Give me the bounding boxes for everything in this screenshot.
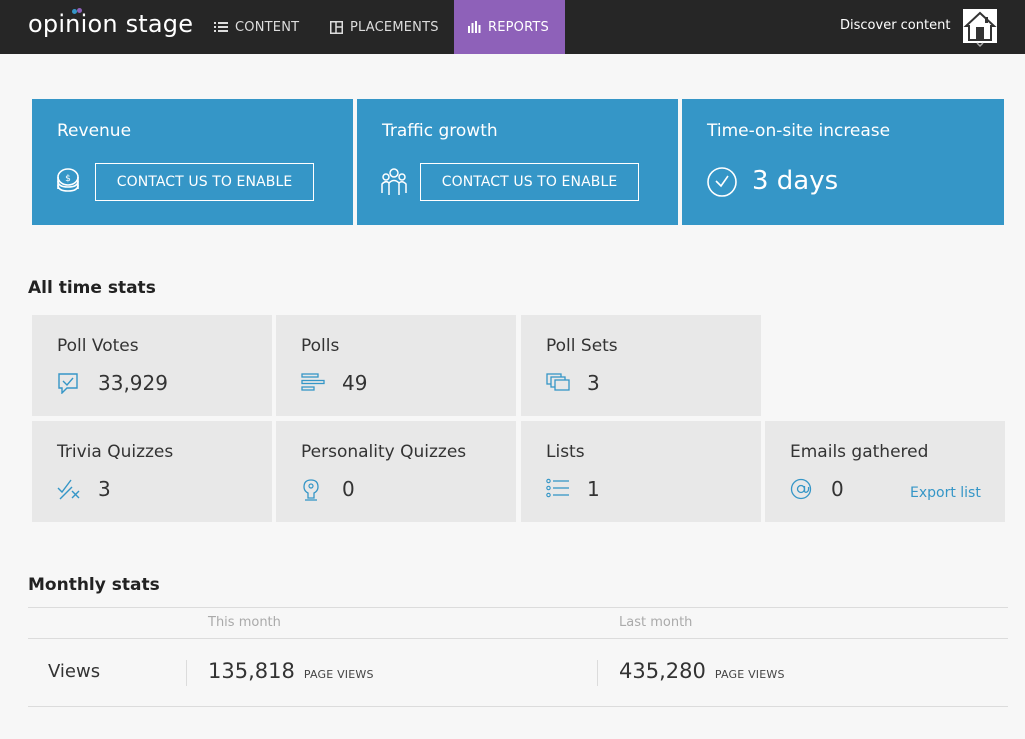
contact-us-button[interactable]: CONTACT US TO ENABLE: [420, 163, 639, 201]
divider: [28, 706, 1008, 707]
list-icon: [214, 22, 228, 32]
logo-dots: [72, 8, 86, 14]
column-header-this-month: This month: [208, 615, 281, 630]
tile-label: Trivia Quizzes: [57, 442, 174, 462]
metric-unit: PAGE VIEWS: [714, 668, 785, 681]
tile-label: Lists: [546, 442, 585, 462]
tile-value: 49: [342, 371, 368, 395]
views-this-month: 135,818 PAGE VIEWS: [208, 659, 374, 683]
nav-content[interactable]: CONTENT: [214, 0, 299, 54]
top-nav-bar: opinion stage CONTENT PLACEMENTS REPORTS…: [0, 0, 1025, 54]
contact-us-button[interactable]: CONTACT US TO ENABLE: [95, 163, 314, 201]
tile-label: Poll Votes: [57, 336, 139, 356]
stat-tile-poll-sets: Poll Sets 3: [521, 315, 761, 416]
nav-content-label: CONTENT: [235, 19, 300, 35]
tile-value: 3: [98, 477, 111, 501]
tile-value: 1: [587, 477, 600, 501]
metric-unit: PAGE VIEWS: [303, 668, 374, 681]
tile-value: 3: [587, 371, 600, 395]
column-separator: [597, 660, 598, 686]
nav-placements[interactable]: PLACEMENTS: [330, 0, 439, 54]
trivia-icon: [57, 479, 80, 500]
card-title: Time-on-site increase: [707, 121, 891, 141]
column-header-last-month: Last month: [619, 615, 693, 630]
tile-label: Polls: [301, 336, 340, 356]
time-on-site-value: 3 days: [752, 166, 839, 196]
traffic-card: Traffic growth CONTACT US TO ENABLE: [357, 99, 678, 225]
tile-value: 0: [831, 477, 844, 501]
tile-value: 0: [342, 477, 355, 501]
views-last-month: 435,280 PAGE VIEWS: [619, 659, 785, 683]
monthly-stats-title: Monthly stats: [28, 575, 160, 595]
chevron-down-icon[interactable]: [976, 42, 984, 48]
revenue-card: Revenue $ CONTACT US TO ENABLE: [32, 99, 353, 225]
tile-label: Personality Quizzes: [301, 442, 467, 462]
export-list-link[interactable]: Export list: [910, 485, 981, 501]
metric-value: 435,280: [619, 659, 706, 683]
column-separator: [186, 660, 187, 686]
divider: [28, 638, 1008, 639]
list-icon: [546, 478, 569, 498]
time-on-site-card: Time-on-site increase 3 days: [682, 99, 1004, 225]
metric-value: 135,818: [208, 659, 295, 683]
divider: [28, 607, 1008, 608]
tile-label: Poll Sets: [546, 336, 618, 356]
stat-tile-lists: Lists 1: [521, 421, 761, 522]
row-label-views: Views: [48, 661, 101, 682]
tile-value: 33,929: [98, 371, 168, 395]
stat-tile-poll-votes: Poll Votes 33,929: [32, 315, 272, 416]
nav-placements-label: PLACEMENTS: [350, 19, 439, 35]
stat-tile-personality-quizzes: Personality Quizzes 0: [276, 421, 516, 522]
poll-sets-icon: [546, 373, 570, 391]
vote-icon: [58, 373, 78, 394]
stat-tile-emails-gathered: Emails gathered 0 Export list: [765, 421, 1005, 522]
stat-tile-trivia-quizzes: Trivia Quizzes 3: [32, 421, 272, 522]
card-title: Traffic growth: [382, 121, 498, 141]
people-icon: [381, 168, 407, 195]
at-icon: [790, 478, 812, 500]
tile-label: Emails gathered: [790, 442, 929, 462]
card-title: Revenue: [57, 121, 132, 141]
avatar[interactable]: [963, 9, 997, 43]
all-time-stats-title: All time stats: [28, 278, 156, 298]
svg-text:$: $: [65, 174, 71, 184]
poll-bars-icon: [301, 373, 325, 391]
logo[interactable]: opinion stage: [28, 10, 194, 38]
discover-content-link[interactable]: Discover content: [840, 18, 951, 33]
nav-reports-label: REPORTS: [488, 19, 549, 35]
layout-icon: [330, 20, 343, 34]
stat-tile-polls: Polls 49: [276, 315, 516, 416]
nav-reports[interactable]: REPORTS: [454, 0, 565, 54]
bar-chart-icon: [468, 21, 481, 33]
personality-icon: [303, 479, 319, 501]
coins-icon: $: [57, 168, 79, 192]
clock-icon: [707, 167, 737, 197]
